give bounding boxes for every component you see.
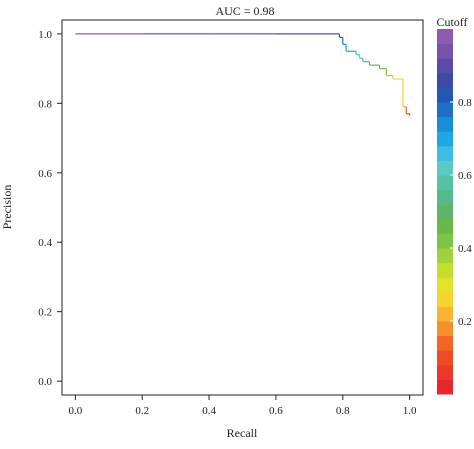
- colorbar-swatch: [437, 291, 453, 307]
- plot-frame: [61, 19, 424, 396]
- x-tick-label: 0.8: [336, 405, 350, 417]
- colorbar-swatch: [437, 233, 453, 249]
- colorbar-swatch: [437, 262, 453, 278]
- colorbar-swatches: [437, 29, 453, 395]
- y-tick-label: 0.6: [38, 168, 52, 180]
- y-tick-label: 0.8: [38, 98, 52, 110]
- colorbar-ticks: 0.2 0.4 0.6 0.8: [450, 97, 472, 328]
- y-tick-label: 0.4: [38, 237, 52, 249]
- colorbar-swatch: [437, 87, 453, 103]
- x-tick-label: 0.2: [135, 405, 149, 417]
- colorbar-tick-label: 0.4: [458, 243, 472, 255]
- y-axis: 0.0 0.2 0.4 0.6 0.8 1.0: [38, 29, 62, 388]
- colorbar-swatch: [437, 277, 453, 293]
- x-axis-label: Recall: [227, 426, 258, 440]
- colorbar-title: Cutoff: [436, 15, 467, 29]
- colorbar-swatch: [437, 72, 453, 88]
- y-tick-label: 0.0: [38, 376, 52, 388]
- colorbar-swatch: [437, 58, 453, 74]
- colorbar-swatch: [437, 160, 453, 176]
- colorbar-tick-label: 0.2: [458, 316, 472, 328]
- colorbar-swatch: [437, 29, 453, 45]
- colorbar-swatch: [437, 102, 453, 118]
- colorbar-swatch: [437, 204, 453, 220]
- x-tick-label: 0.4: [202, 405, 216, 417]
- y-tick-label: 0.2: [38, 307, 52, 319]
- chart-title: AUC = 0.98: [215, 4, 274, 18]
- x-tick-label: 0.6: [269, 405, 283, 417]
- x-tick-label: 1.0: [403, 405, 417, 417]
- series-layer: [75, 33, 411, 116]
- colorbar-swatch: [437, 145, 453, 161]
- colorbar-tick-label: 0.6: [458, 170, 472, 182]
- colorbar-swatch: [437, 116, 453, 132]
- colorbar-swatch: [437, 131, 453, 147]
- y-tick-label: 1.0: [38, 29, 52, 41]
- colorbar-swatch: [437, 189, 453, 205]
- colorbar-swatch: [437, 321, 453, 337]
- colorbar-tick-label: 0.8: [458, 97, 472, 109]
- colorbar-swatch: [437, 218, 453, 234]
- x-axis: 0.0 0.2 0.4 0.6 0.8 1.0: [68, 395, 417, 417]
- colorbar-swatch: [437, 43, 453, 59]
- colorbar-swatch: [437, 175, 453, 191]
- colorbar-swatch: [437, 379, 453, 395]
- colorbar-swatch: [437, 350, 453, 366]
- y-axis-label: Precision: [0, 185, 14, 230]
- colorbar-swatch: [437, 335, 453, 351]
- colorbar-swatch: [437, 306, 453, 322]
- colorbar-legend: Cutoff 0.2 0.4 0.6 0.8: [436, 15, 472, 395]
- x-tick-label: 0.0: [68, 405, 82, 417]
- colorbar-swatch: [437, 364, 453, 380]
- colorbar-swatch: [437, 248, 453, 264]
